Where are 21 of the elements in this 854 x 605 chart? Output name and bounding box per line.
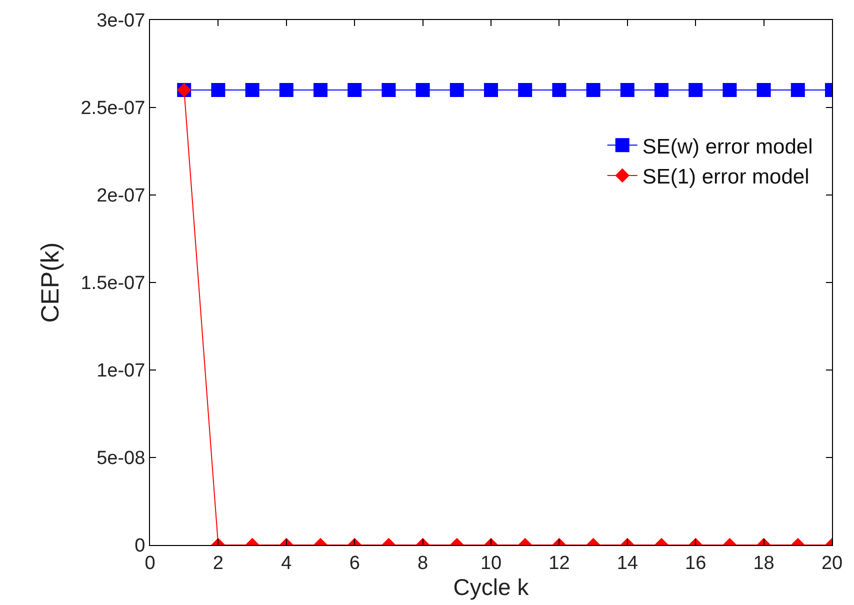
x-tick-label: 20: [821, 552, 843, 574]
legend-label: SE(w) error model: [642, 135, 813, 158]
x-tick-label: 4: [281, 552, 292, 574]
x-tick-label: 2: [212, 552, 224, 574]
y-tick-label: 5e-08: [96, 448, 146, 470]
y-tick-label: 0: [134, 536, 146, 557]
x-tick-label: 10: [480, 552, 502, 574]
y-tick-label: 2.5e-07: [80, 98, 146, 120]
x-tick-label: 18: [753, 552, 774, 574]
y-tick-label: 1e-07: [96, 360, 146, 382]
x-tick-label: 6: [349, 552, 360, 574]
x-tick-label: 12: [548, 552, 570, 574]
y-tick-label: 2e-07: [96, 186, 146, 207]
y-axis-title: CEP(k): [36, 242, 64, 323]
x-axis-title: Cycle k: [453, 574, 530, 600]
y-tick-label: 1.5e-07: [80, 273, 146, 294]
x-tick-label: 14: [616, 552, 638, 574]
x-tick-label: 8: [418, 552, 428, 574]
x-tick-label: 16: [685, 552, 706, 574]
y-tick-label: 3e-07: [96, 10, 146, 32]
legend-label: SE(1) error model: [642, 166, 810, 189]
